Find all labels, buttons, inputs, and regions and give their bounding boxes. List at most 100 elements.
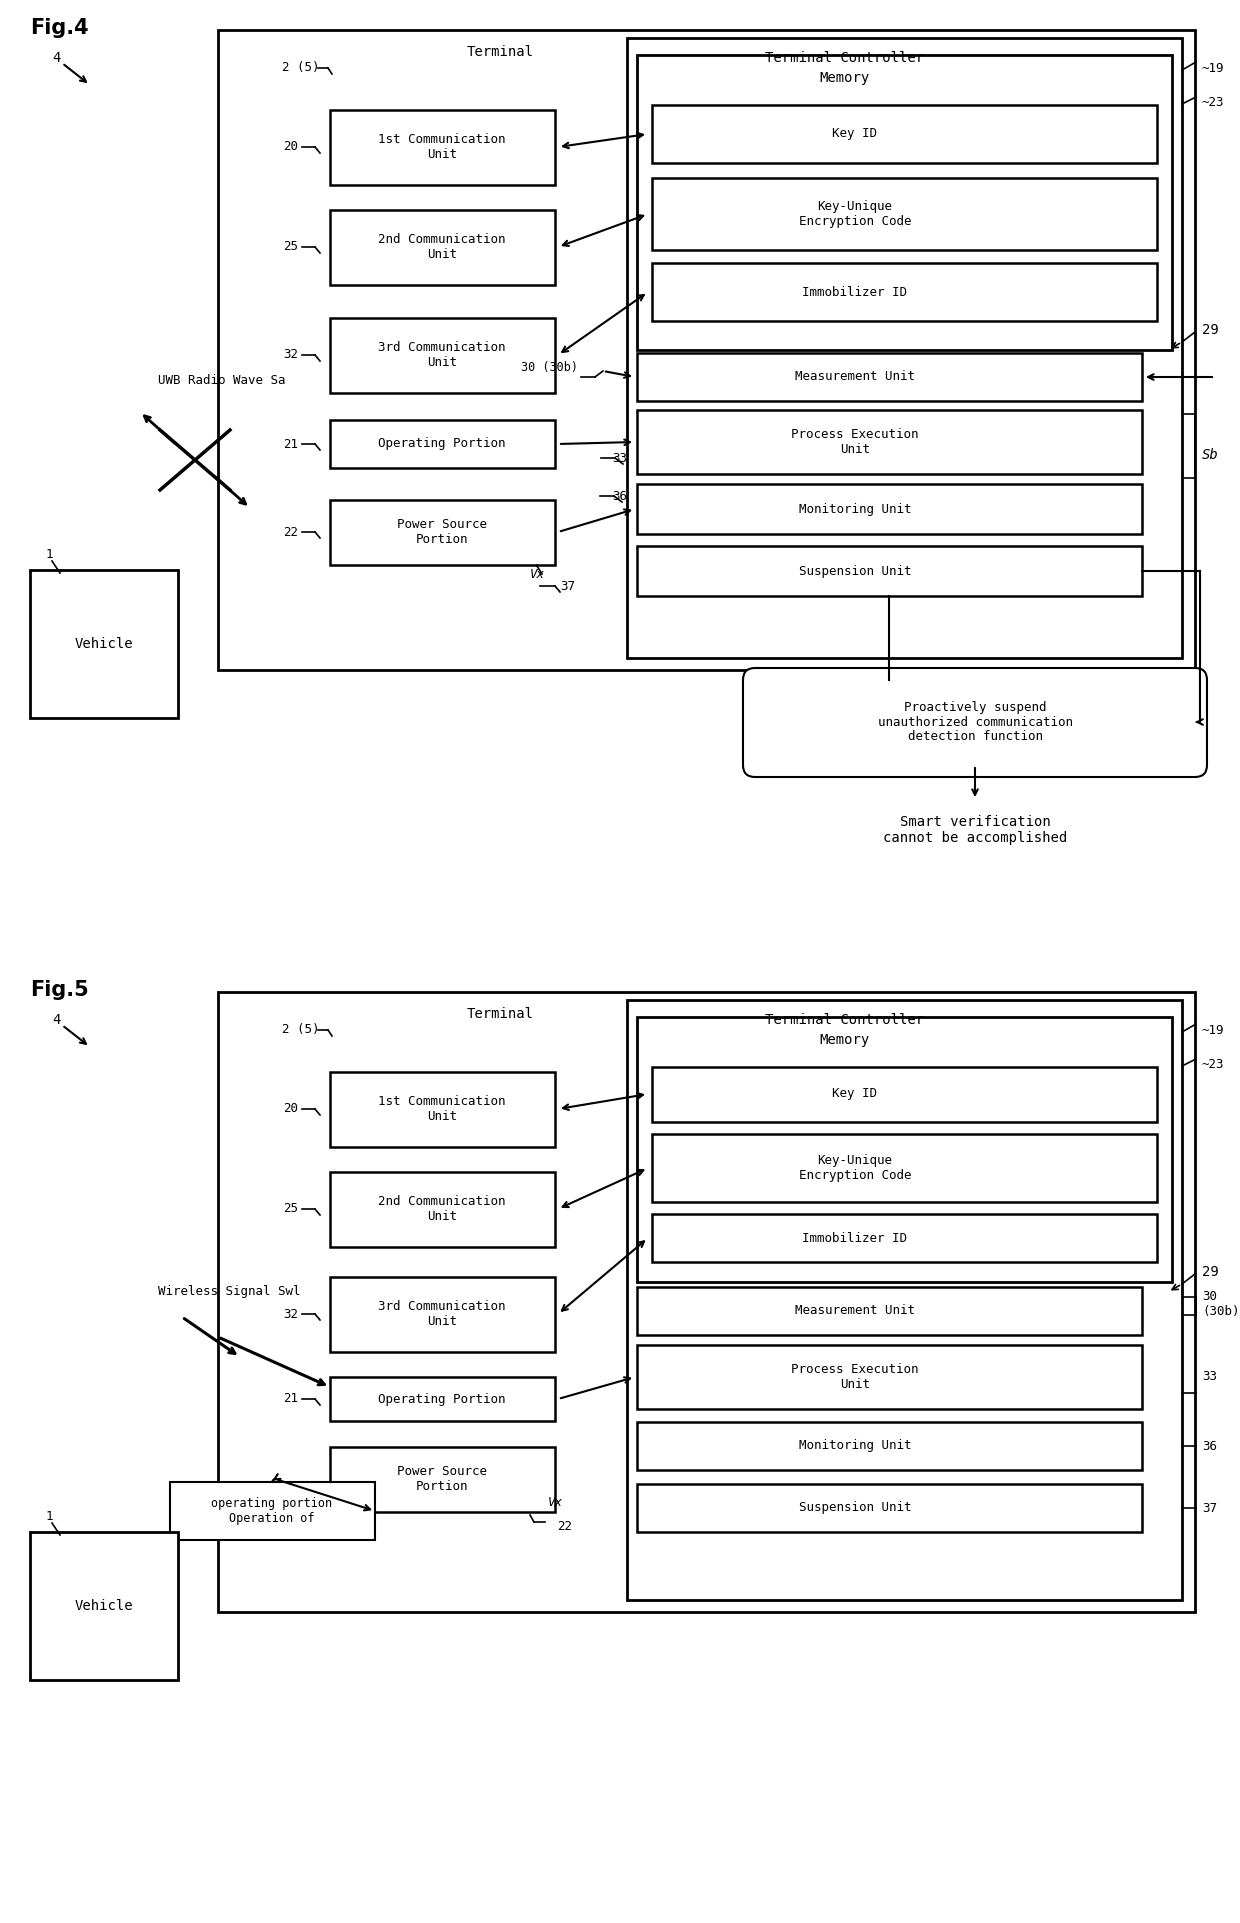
Bar xyxy=(652,1213,1157,1261)
Text: Suspension Unit: Suspension Unit xyxy=(799,1502,911,1515)
Text: ~23: ~23 xyxy=(1202,96,1225,108)
Text: 20: 20 xyxy=(283,1102,298,1115)
Text: 1: 1 xyxy=(46,548,53,562)
Text: Measurement Unit: Measurement Unit xyxy=(795,1304,915,1317)
Bar xyxy=(330,500,556,565)
Text: Monitoring Unit: Monitoring Unit xyxy=(799,502,911,515)
Text: 2 (5): 2 (5) xyxy=(281,62,320,75)
Text: Key-Unique
Encryption Code: Key-Unique Encryption Code xyxy=(799,200,911,229)
Text: 25: 25 xyxy=(283,240,298,254)
Text: 2nd Communication
Unit: 2nd Communication Unit xyxy=(378,1194,506,1223)
Bar xyxy=(652,1135,1157,1202)
Text: 20: 20 xyxy=(283,140,298,154)
Text: Process Execution
Unit: Process Execution Unit xyxy=(791,1363,919,1390)
Text: 4: 4 xyxy=(52,1013,61,1027)
Bar xyxy=(30,1533,179,1681)
Bar xyxy=(637,1286,1142,1335)
Text: 3rd Communication
Unit: 3rd Communication Unit xyxy=(378,340,506,369)
Text: Proactively suspend
unauthorized communication
detection function: Proactively suspend unauthorized communi… xyxy=(878,700,1073,744)
Text: operating portion
Operation of: operating portion Operation of xyxy=(212,1496,332,1525)
Text: Vehicle: Vehicle xyxy=(74,637,134,652)
Bar xyxy=(218,992,1195,1611)
FancyBboxPatch shape xyxy=(743,667,1207,777)
Text: Suspension Unit: Suspension Unit xyxy=(799,565,911,577)
Text: Immobilizer ID: Immobilizer ID xyxy=(802,285,908,298)
Bar xyxy=(637,485,1142,535)
Text: Power Source
Portion: Power Source Portion xyxy=(397,1465,487,1492)
Bar xyxy=(637,354,1142,402)
Text: UWB Radio Wave Sa: UWB Radio Wave Sa xyxy=(157,373,285,387)
Bar xyxy=(30,569,179,717)
Text: Terminal Controller: Terminal Controller xyxy=(765,52,925,65)
Text: ~23: ~23 xyxy=(1202,1058,1225,1071)
Text: Key ID: Key ID xyxy=(832,127,878,140)
Bar xyxy=(637,1421,1142,1469)
Text: Process Execution
Unit: Process Execution Unit xyxy=(791,429,919,456)
Text: Key-Unique
Encryption Code: Key-Unique Encryption Code xyxy=(799,1154,911,1183)
Bar xyxy=(652,263,1157,321)
Text: Power Source
Portion: Power Source Portion xyxy=(397,517,487,546)
Text: 22: 22 xyxy=(558,1521,573,1533)
Text: 3rd Communication
Unit: 3rd Communication Unit xyxy=(378,1300,506,1329)
Text: 32: 32 xyxy=(283,1308,298,1321)
Text: 22: 22 xyxy=(283,525,298,538)
Text: 36: 36 xyxy=(613,490,627,502)
Text: Key ID: Key ID xyxy=(832,1088,878,1100)
Text: Terminal: Terminal xyxy=(466,1008,533,1021)
Text: 29: 29 xyxy=(1202,1265,1219,1279)
Text: Immobilizer ID: Immobilizer ID xyxy=(802,1231,908,1244)
Text: Memory: Memory xyxy=(820,1033,870,1046)
Text: 30: 30 xyxy=(1202,1290,1216,1304)
Text: ~19: ~19 xyxy=(1202,1023,1225,1036)
Bar xyxy=(637,1485,1142,1533)
Text: ~19: ~19 xyxy=(1202,62,1225,75)
Text: 2 (5): 2 (5) xyxy=(281,1023,320,1036)
Text: Vx: Vx xyxy=(529,569,544,581)
Bar xyxy=(330,110,556,185)
Text: 33: 33 xyxy=(1202,1371,1216,1383)
Text: 1st Communication
Unit: 1st Communication Unit xyxy=(378,1094,506,1123)
Bar xyxy=(637,410,1142,473)
Text: Sb: Sb xyxy=(1202,448,1219,462)
Text: Terminal Controller: Terminal Controller xyxy=(765,1013,925,1027)
Bar xyxy=(330,317,556,392)
Bar xyxy=(330,1377,556,1421)
Text: 37: 37 xyxy=(1202,1502,1216,1515)
Text: Operating Portion: Operating Portion xyxy=(378,1392,506,1406)
Text: 1st Communication
Unit: 1st Communication Unit xyxy=(378,133,506,162)
Text: Fig.4: Fig.4 xyxy=(30,17,88,38)
Bar xyxy=(652,1067,1157,1121)
Text: 32: 32 xyxy=(283,348,298,362)
Text: Memory: Memory xyxy=(820,71,870,85)
Text: 4: 4 xyxy=(52,52,61,65)
Text: 2nd Communication
Unit: 2nd Communication Unit xyxy=(378,233,506,262)
Bar xyxy=(652,179,1157,250)
Text: 21: 21 xyxy=(283,438,298,450)
Text: Wireless Signal Swl: Wireless Signal Swl xyxy=(157,1285,300,1298)
Bar xyxy=(330,210,556,285)
Bar xyxy=(637,1344,1142,1410)
Text: 1: 1 xyxy=(46,1510,53,1523)
Bar xyxy=(637,1017,1172,1283)
Text: 21: 21 xyxy=(283,1392,298,1406)
Bar xyxy=(637,546,1142,596)
Text: Monitoring Unit: Monitoring Unit xyxy=(799,1440,911,1452)
Text: Vx: Vx xyxy=(548,1496,563,1508)
Text: Measurement Unit: Measurement Unit xyxy=(795,371,915,383)
Bar xyxy=(330,1277,556,1352)
Text: 36: 36 xyxy=(1202,1440,1216,1452)
Bar xyxy=(652,106,1157,163)
Text: 33: 33 xyxy=(613,452,627,465)
Text: 37: 37 xyxy=(560,579,575,592)
Bar xyxy=(627,1000,1182,1600)
Text: 29: 29 xyxy=(1202,323,1219,337)
Text: 25: 25 xyxy=(283,1202,298,1215)
Text: Vehicle: Vehicle xyxy=(74,1600,134,1613)
Bar xyxy=(627,38,1182,658)
Bar xyxy=(330,1171,556,1246)
Text: Operating Portion: Operating Portion xyxy=(378,438,506,450)
Text: (30b): (30b) xyxy=(1202,1306,1240,1319)
Bar xyxy=(330,419,556,467)
Bar xyxy=(218,31,1195,669)
Text: 30 (30b): 30 (30b) xyxy=(521,362,578,375)
